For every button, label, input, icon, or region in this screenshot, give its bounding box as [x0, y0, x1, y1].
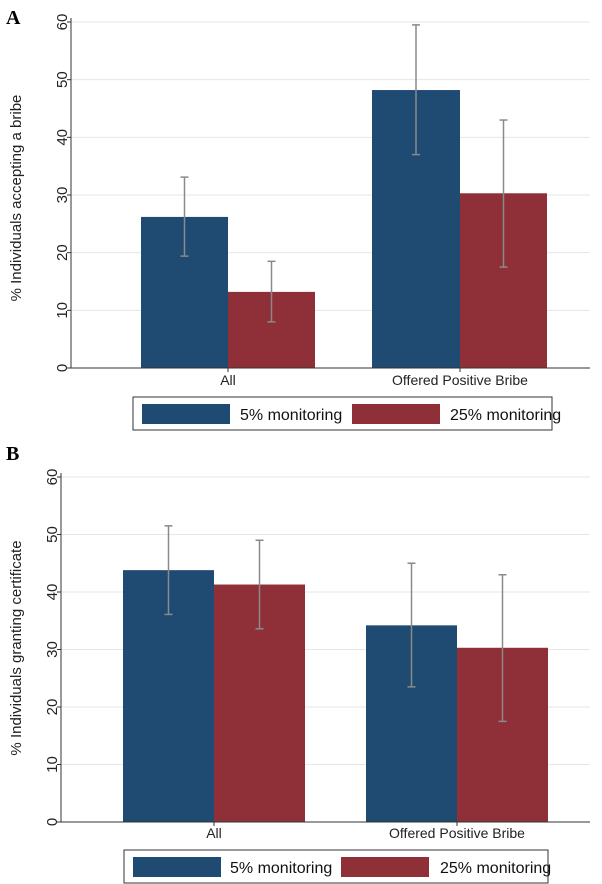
y-tick-label: 50 [44, 526, 61, 543]
y-tick-label: 10 [54, 302, 71, 319]
y-tick-label: 50 [54, 71, 71, 88]
legend-label-5pct: 5% monitoring [230, 860, 332, 877]
legend-label-25pct: 25% monitoring [450, 407, 561, 424]
x-category-label: Offered Positive Bribe [389, 825, 525, 841]
x-category-label: All [220, 372, 236, 388]
panel-b-letter: B [6, 443, 19, 465]
y-tick-label: 20 [44, 699, 61, 716]
legend-swatch-25pct [352, 404, 440, 424]
panel-a-letter: A [6, 7, 21, 29]
y-tick-label: 60 [44, 469, 61, 486]
panel-b-bars [123, 570, 548, 822]
panel-a-y-axis-label: % Individuals accepting a bribe [8, 95, 25, 302]
panel-b-y-ticks: 0 10 20 30 40 50 60 [44, 469, 61, 826]
panel-b-categories: All Offered Positive Bribe [206, 822, 525, 841]
panel-a: A 0 10 20 30 40 50 60 All Offered Positive Brib… [6, 7, 590, 431]
y-tick-label: 60 [54, 14, 71, 31]
x-category-label: All [206, 825, 222, 841]
y-tick-label: 20 [54, 244, 71, 261]
y-tick-label: 40 [44, 584, 61, 601]
panel-a-legend: 5% monitoring 25% monitoring [132, 396, 561, 431]
legend-swatch-5pct [133, 857, 221, 877]
panel-b-axes [60, 473, 590, 823]
panel-a-y-ticks: 0 10 20 30 40 50 60 [54, 14, 71, 373]
panel-b-error-bars [164, 525, 507, 723]
legend-label-5pct: 5% monitoring [240, 407, 342, 424]
y-tick-label: 30 [54, 187, 71, 204]
panel-b-y-axis-label: % Individuals granting certificate [8, 540, 25, 755]
y-tick-label: 0 [44, 818, 61, 826]
y-tick-label: 0 [54, 364, 71, 372]
panel-a-error-bars [180, 24, 508, 323]
y-tick-label: 40 [54, 129, 71, 146]
legend-swatch-5pct [142, 404, 230, 424]
legend-swatch-25pct [341, 857, 429, 877]
panel-b: B 0 10 20 30 40 50 60 All Offered Positive Brib… [6, 443, 590, 884]
panel-a-legend-box [132, 396, 553, 431]
y-tick-label: 30 [44, 641, 61, 658]
panel-a-axes [70, 18, 590, 369]
legend-label-25pct: 25% monitoring [440, 860, 551, 877]
panel-b-legend: 5% monitoring 25% monitoring [123, 849, 551, 884]
panel-a-bars [141, 90, 547, 369]
x-category-label: Offered Positive Bribe [392, 372, 528, 388]
y-tick-label: 10 [44, 756, 61, 773]
panel-a-categories: All Offered Positive Bribe [220, 368, 528, 388]
